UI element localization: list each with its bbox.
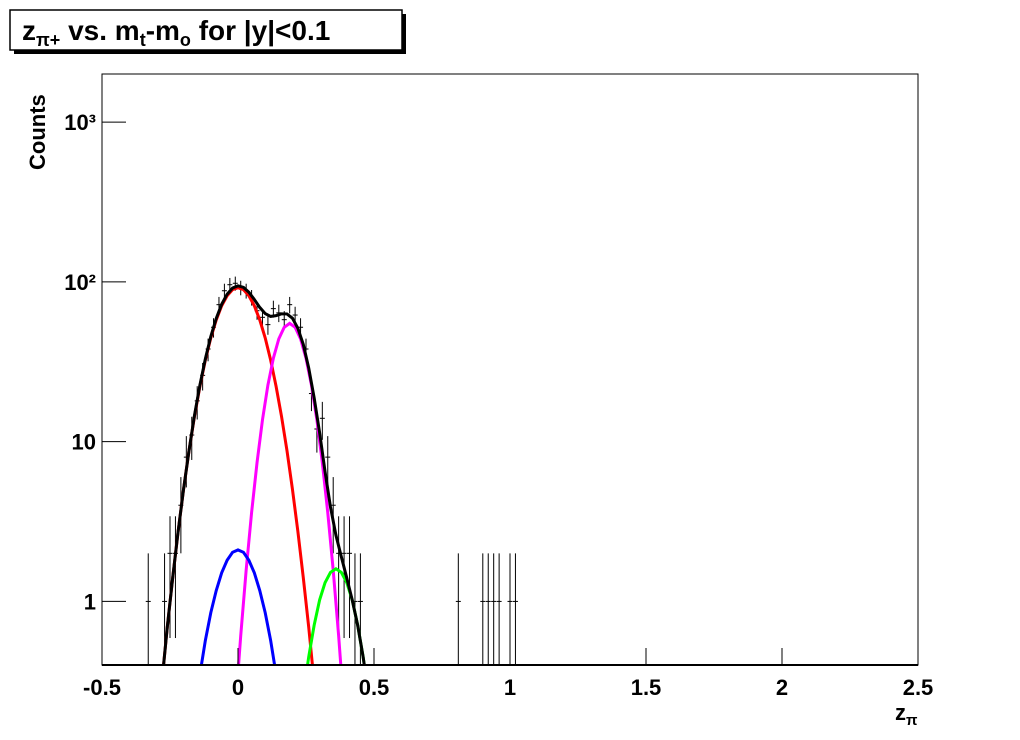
y-tick-label: 1 (84, 589, 96, 614)
fit-curve (162, 284, 366, 665)
title-run: o (180, 30, 191, 50)
fit-curve (237, 321, 343, 665)
x-label-run: π (906, 712, 918, 729)
x-tick-label: 2 (776, 675, 788, 700)
y-axis-label: Counts (25, 94, 50, 170)
x-label-run: z (895, 700, 906, 725)
y-tick-label: 10³ (64, 110, 96, 135)
x-tick-label: 1.5 (631, 675, 662, 700)
chart-title: zπ+ vs. mt-mo for |y|<0.1 (22, 15, 330, 50)
title-run: vs. m (60, 15, 139, 46)
y-tick-label: 10 (72, 430, 96, 455)
title-run: for |y|<0.1 (191, 15, 330, 46)
title-run: t (140, 30, 146, 50)
x-tick-label: 2.5 (903, 675, 934, 700)
x-tick-label: -0.5 (83, 675, 121, 700)
x-tick-label: 0 (232, 675, 244, 700)
x-tick-label: 1 (504, 675, 516, 700)
title-run: -m (146, 15, 180, 46)
title-run: z (22, 15, 36, 46)
x-tick-label: 0.5 (359, 675, 390, 700)
title-run: π+ (36, 30, 60, 50)
y-tick-label: 10² (64, 270, 96, 295)
fit-curve (199, 548, 277, 665)
plot-area (145, 276, 518, 665)
title-box (9, 9, 403, 51)
x-axis-label: zπ (895, 700, 918, 729)
